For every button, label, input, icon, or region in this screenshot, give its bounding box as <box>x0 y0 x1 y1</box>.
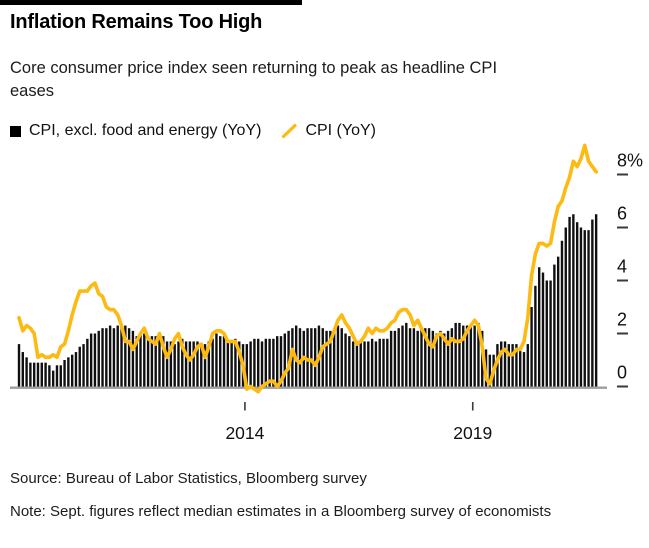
subtitle-line-2: eases <box>10 82 55 100</box>
x-tick-label: 2019 <box>453 423 492 443</box>
legend-item-cpi: CPI (YoY) <box>281 122 376 140</box>
top-rule <box>0 0 302 5</box>
y-tick-label: 4 <box>617 257 627 277</box>
legend: CPI, excl. food and energy (YoY) CPI (Yo… <box>10 122 396 140</box>
x-axis-baseline <box>10 386 607 389</box>
y-tick-label: 8% <box>617 151 643 171</box>
legend-item-core-cpi: CPI, excl. food and energy (YoY) <box>10 122 261 140</box>
note-text: Note: Sept. figures reflect median estim… <box>10 503 552 520</box>
y-tick-label: 6 <box>617 204 627 224</box>
chart-subtitle: Core consumer price index seen returning… <box>10 57 635 103</box>
subtitle-line-1: Core consumer price index seen returning… <box>10 59 498 77</box>
source-text: Source: Bureau of Labor Statistics, Bloo… <box>10 470 367 487</box>
legend-label-cpi: CPI (YoY) <box>305 122 376 139</box>
y-axis: 0 2 4 6 8% <box>617 151 643 388</box>
bar-swatch-icon <box>10 125 21 137</box>
y-tick-label: 0 <box>617 363 627 383</box>
y-tick-label: 2 <box>617 310 627 330</box>
x-axis: 2014 2019 <box>225 402 492 443</box>
core-cpi-bars <box>17 214 598 387</box>
legend-label-core-cpi: CPI, excl. food and energy (YoY) <box>29 122 262 139</box>
x-tick-label: 2014 <box>225 423 264 443</box>
cpi-line <box>17 143 598 394</box>
line-swatch-icon <box>282 123 298 139</box>
chart-title: Inflation Remains Too High <box>10 11 263 33</box>
